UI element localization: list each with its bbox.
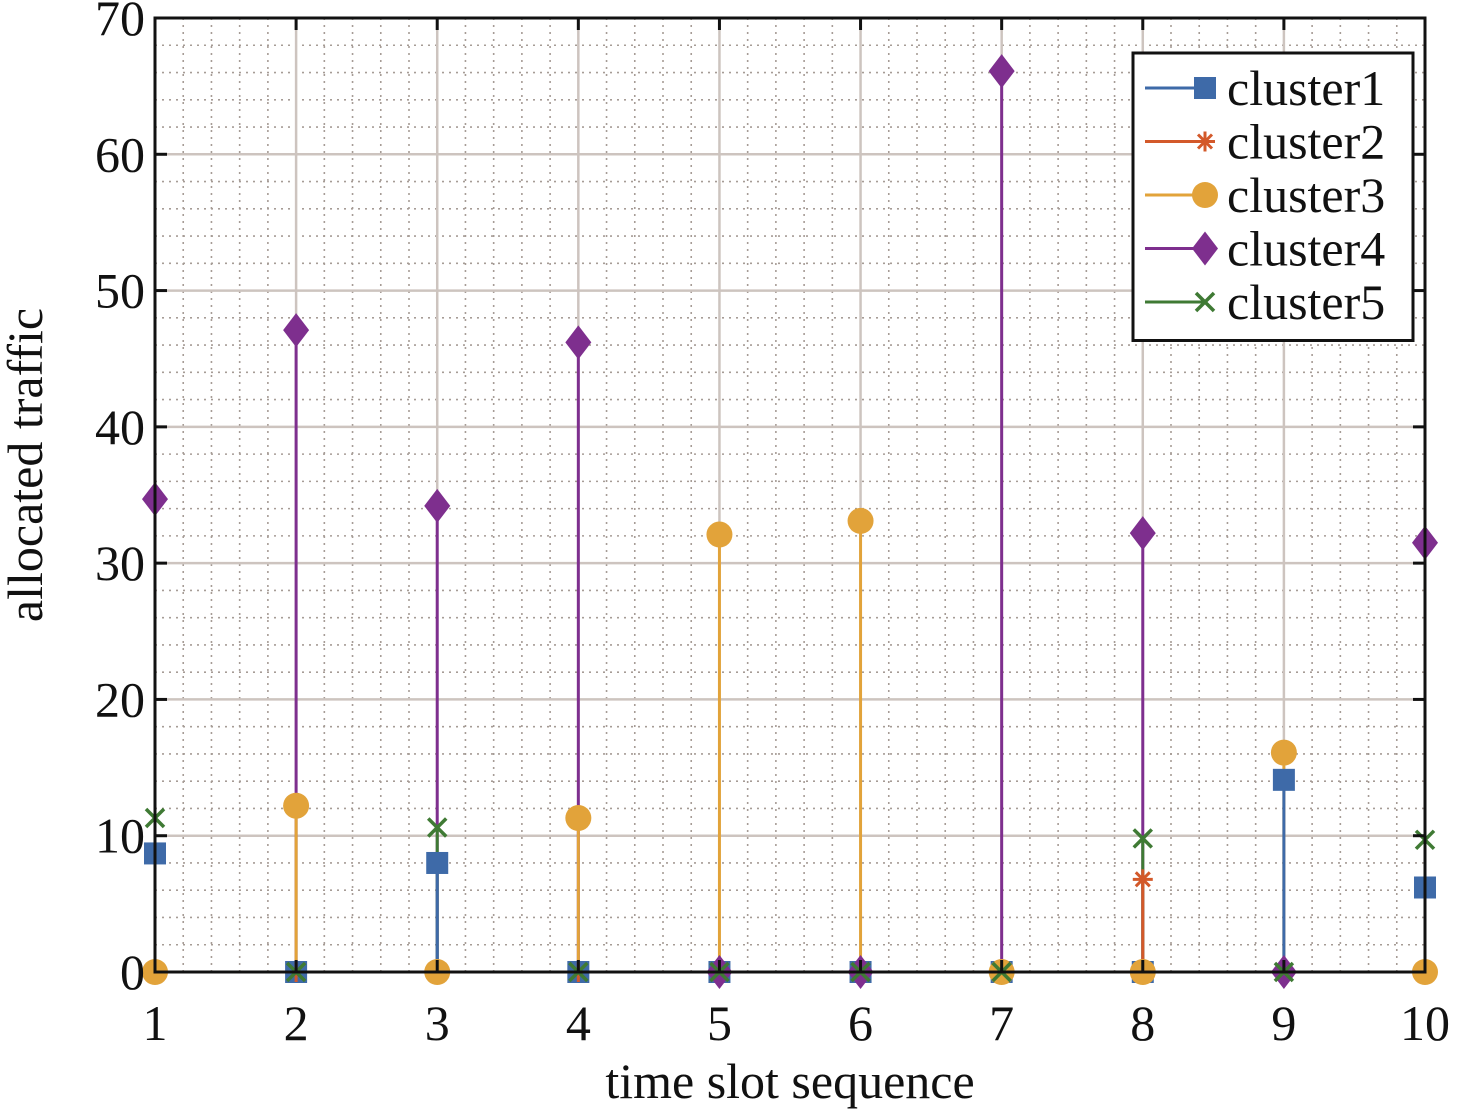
legend-marker-cluster5	[1194, 291, 1216, 313]
x-tick-label: 1	[143, 995, 168, 1051]
x-axis-label: time slot sequence	[605, 1053, 974, 1109]
y-tick-label: 60	[95, 126, 145, 182]
y-tick-label: 0	[120, 944, 145, 1000]
x-tick-label: 2	[284, 995, 309, 1051]
legend-label-cluster1: cluster1	[1227, 60, 1385, 116]
marker-cluster5	[1132, 828, 1154, 849]
marker-cluster1	[426, 851, 449, 874]
marker-cluster4	[283, 313, 310, 348]
x-tick-label: 9	[1271, 995, 1296, 1051]
legend-marker-cluster1	[1194, 77, 1216, 99]
marker-cluster3	[706, 521, 733, 548]
marker-cluster1	[1272, 768, 1295, 791]
legend-label-cluster4: cluster4	[1227, 221, 1385, 277]
y-tick-label: 20	[95, 671, 145, 727]
legend-marker-cluster4	[1192, 231, 1218, 266]
legend-label-cluster2: cluster2	[1227, 114, 1385, 170]
x-tick-label: 8	[1130, 995, 1155, 1051]
y-tick-label: 10	[95, 808, 145, 864]
y-tick-label: 30	[95, 535, 145, 591]
x-tick-label: 5	[707, 995, 732, 1051]
marker-cluster4	[565, 325, 592, 360]
data-markers	[142, 54, 1438, 989]
x-tick-label: 6	[848, 995, 873, 1051]
x-tick-label: 10	[1400, 995, 1450, 1051]
axis-ticks: 0 10 20 30 40 50 60 70 1 2 3 4 5 6 7 8 9 10	[95, 0, 1450, 1051]
y-tick-label: 50	[95, 263, 145, 319]
y-tick-label: 70	[95, 0, 145, 46]
marker-cluster3	[283, 792, 310, 819]
x-tick-label: 7	[989, 995, 1014, 1051]
y-axis-label: allocated traffic	[0, 308, 53, 622]
legend-marker-cluster3	[1192, 182, 1218, 208]
marker-cluster4	[1129, 516, 1156, 551]
legend-box	[1131, 51, 1415, 342]
x-tick-label: 3	[425, 995, 450, 1051]
plot-frame	[153, 16, 1427, 974]
marker-cluster3	[847, 507, 874, 534]
marker-cluster4	[988, 54, 1015, 89]
marker-cluster5	[426, 817, 448, 838]
legend-label-cluster3: cluster3	[1227, 167, 1385, 223]
marker-cluster3	[1270, 739, 1297, 766]
y-tick-label: 40	[95, 399, 145, 455]
legend-marker-cluster2	[1195, 131, 1215, 152]
marker-cluster4	[424, 488, 451, 523]
legend-label-cluster5: cluster5	[1227, 274, 1385, 330]
x-tick-label: 4	[566, 995, 591, 1051]
marker-cluster2	[1132, 869, 1153, 890]
marker-cluster3	[565, 804, 592, 831]
